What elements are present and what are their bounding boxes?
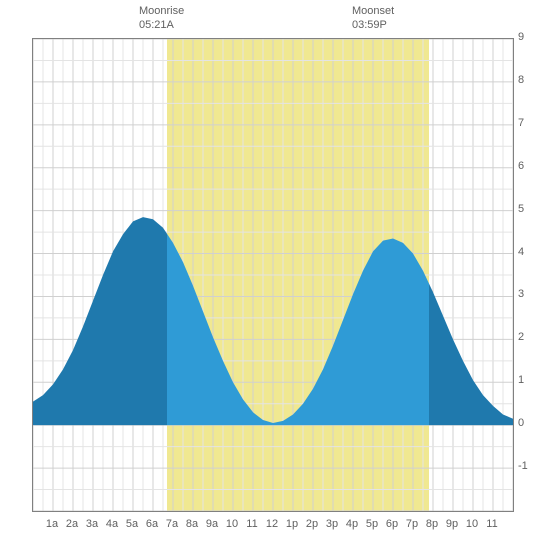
y-tick: 4 [518,246,524,258]
moonrise-annotation: Moonrise 05:21A [139,4,184,33]
x-tick: 6a [146,518,158,530]
x-tick: 7a [166,518,178,530]
x-tick: 5p [366,518,378,530]
x-tick: 11 [246,518,257,530]
x-tick: 9p [446,518,458,530]
y-tick: 2 [518,331,524,343]
x-tick: 8a [186,518,198,530]
x-tick: 11 [486,518,497,530]
x-tick: 1p [286,518,298,530]
x-tick: 5a [126,518,138,530]
y-tick: 6 [518,160,524,172]
x-tick: 1a [46,518,58,530]
y-tick: 1 [518,374,524,386]
y-tick: 9 [518,31,524,43]
x-tick: 7p [406,518,418,530]
y-tick: 0 [518,417,524,429]
moonset-time: 03:59P [352,19,387,31]
y-tick: 7 [518,117,524,129]
tide-chart: Moonrise 05:21A Moonset 03:59P -10123456… [0,0,550,550]
moonset-annotation: Moonset 03:59P [352,4,394,33]
x-tick: 10 [466,518,478,530]
plot-area [32,38,514,512]
moonset-label: Moonset [352,5,394,17]
x-tick: 6p [386,518,398,530]
x-tick: 4p [346,518,358,530]
chart-svg [33,39,513,511]
y-tick: 5 [518,203,524,215]
x-tick: 12 [266,518,278,530]
x-tick: 3p [326,518,338,530]
moonrise-time: 05:21A [139,19,174,31]
x-tick: 4a [106,518,118,530]
x-tick: 3a [86,518,98,530]
x-tick: 10 [226,518,238,530]
y-tick: -1 [518,460,528,472]
x-tick: 9a [206,518,218,530]
x-tick: 8p [426,518,438,530]
moonrise-label: Moonrise [139,5,184,17]
y-tick: 8 [518,74,524,86]
x-tick: 2p [306,518,318,530]
x-tick: 2a [66,518,78,530]
y-tick: 3 [518,288,524,300]
